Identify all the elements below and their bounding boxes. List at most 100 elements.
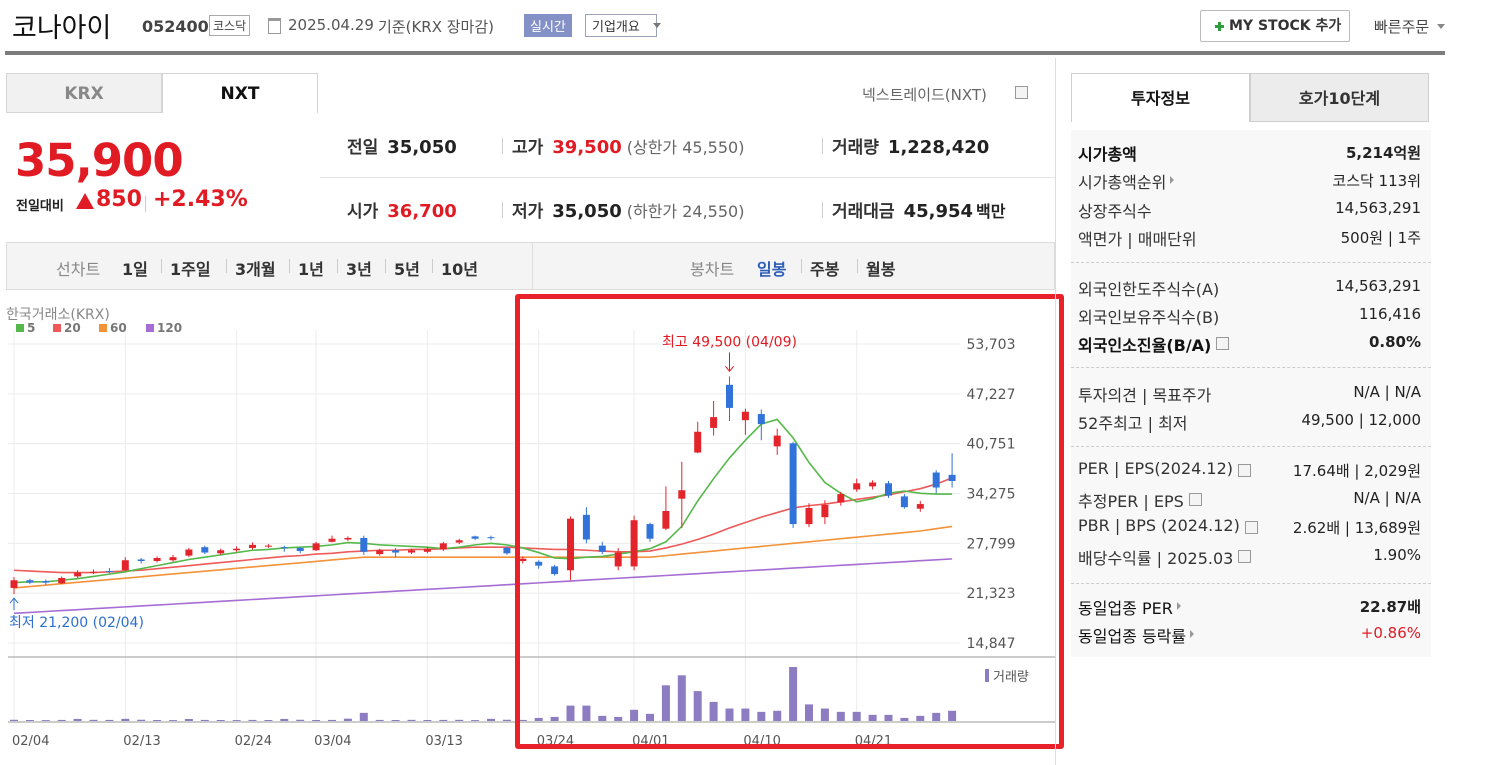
- volume-bar: [661, 685, 670, 721]
- y-tick-label: 14,847: [967, 636, 1016, 652]
- change-pct: +2.43%: [153, 187, 248, 212]
- help-icon[interactable]: [1216, 337, 1230, 350]
- volume-bar: [200, 719, 209, 721]
- current-price: 35,900: [15, 134, 184, 187]
- candle-body: [598, 545, 606, 552]
- stat-value: 39,500: [552, 137, 622, 158]
- candle-body: [487, 537, 495, 539]
- volume-bar: [868, 714, 877, 721]
- legend-swatch: [16, 324, 24, 332]
- period-tab[interactable]: 5년: [394, 260, 420, 279]
- help-icon[interactable]: [1244, 521, 1258, 534]
- period-tab[interactable]: 1년: [298, 260, 324, 279]
- header-rule: [5, 51, 1445, 55]
- volume-bar: [137, 719, 146, 721]
- info-value: N/A | N/A: [1353, 383, 1421, 401]
- moving-average-line: [13, 525, 953, 589]
- realtime-badge[interactable]: 실시간: [524, 14, 572, 37]
- stats-divider: [320, 177, 1055, 178]
- info-label: 동일업종 PER: [1078, 599, 1173, 618]
- info-value: 14,563,291: [1335, 199, 1421, 217]
- candle-body: [153, 557, 161, 562]
- change-sep: [145, 196, 146, 212]
- candle-body: [137, 559, 145, 562]
- volume-bar: [518, 719, 527, 721]
- market-badge: 코스닥: [209, 15, 251, 36]
- group-divider: [1071, 583, 1431, 584]
- candle-body: [916, 504, 924, 509]
- base-date: 2025.04.29: [288, 16, 374, 34]
- plus-icon-v: [1218, 22, 1221, 31]
- period-tab[interactable]: 월봉: [866, 260, 896, 279]
- candle-body: [376, 550, 384, 555]
- my-stock-button[interactable]: MY STOCK 추가: [1200, 10, 1350, 42]
- candle-body: [551, 566, 559, 575]
- info-value: 14,563,291: [1335, 277, 1421, 295]
- volume-bar: [709, 701, 718, 721]
- candle-body: [105, 571, 113, 573]
- candle-body: [757, 414, 765, 425]
- period-tab[interactable]: 3년: [346, 260, 372, 279]
- volume-bar: [216, 720, 225, 721]
- candle-body: [789, 443, 797, 525]
- candle-body: [805, 507, 813, 525]
- line-chart-label: 선차트: [56, 260, 101, 279]
- info-value: +0.86%: [1360, 624, 1421, 642]
- candle-body: [503, 547, 511, 554]
- invest-tab[interactable]: 투자정보: [1071, 73, 1250, 122]
- volume-bar: [41, 720, 50, 721]
- stat-label: 거래대금: [832, 202, 895, 222]
- candle-body: [280, 547, 288, 549]
- volume-bar: [343, 718, 352, 721]
- candle-body: [360, 537, 368, 552]
- x-tick-label: 03/13: [425, 734, 462, 749]
- x-tick-label: 02/24: [235, 734, 272, 749]
- x-tick-label: 03/04: [314, 734, 351, 749]
- stat-item: 거래량 1,228,420: [832, 133, 989, 158]
- volume-bar: [328, 719, 336, 721]
- price-chart: 14,847 21,323 27,799 34,275 40,751 47,227 53,7…: [6, 307, 1055, 749]
- volume-bar: [73, 718, 82, 721]
- help-icon[interactable]: [1188, 493, 1202, 506]
- candle-body: [217, 550, 225, 554]
- stat-value: 35,050: [387, 137, 457, 158]
- moving-average-line: [13, 418, 953, 584]
- high-annotation: 최고 49,500 (04/09): [662, 334, 797, 350]
- quick-order[interactable]: 빠른주문: [1374, 18, 1430, 36]
- help-icon[interactable]: [1238, 464, 1251, 477]
- candle-body: [264, 545, 272, 547]
- stat-value: 35,050: [552, 201, 622, 222]
- stock-code: 052400: [142, 17, 209, 36]
- y-tick-label: 47,227: [967, 387, 1016, 403]
- y-tick-label: 21,323: [967, 586, 1016, 602]
- market-tab[interactable]: NXT: [162, 73, 318, 113]
- candle-body: [121, 560, 129, 571]
- volume-bar: [502, 719, 511, 721]
- info-value: 500원 | 1주: [1340, 229, 1421, 247]
- candle-body: [853, 483, 861, 490]
- candle-body: [455, 540, 463, 543]
- volume-bar: [566, 705, 575, 721]
- info-label: 외국인보유주식수(B): [1078, 308, 1220, 327]
- period-tab[interactable]: 1주일: [170, 260, 211, 279]
- volume-bar: [232, 720, 241, 721]
- help-icon[interactable]: [1015, 86, 1028, 99]
- help-icon[interactable]: [1238, 550, 1252, 563]
- period-tab[interactable]: 10년: [441, 260, 478, 279]
- period-tab[interactable]: 주봉: [810, 260, 840, 279]
- candle-body: [42, 581, 50, 583]
- candle-body: [900, 496, 908, 508]
- legend-swatch: [53, 324, 61, 332]
- candle-body: [10, 580, 18, 588]
- period-tab[interactable]: 1일: [122, 260, 148, 279]
- stats-sep: [822, 138, 823, 154]
- candle-body: [185, 549, 193, 556]
- invest-tab[interactable]: 호가10단계: [1250, 73, 1429, 122]
- period-tab[interactable]: 3개월: [235, 260, 276, 279]
- candle-body: [582, 514, 590, 540]
- overview-button[interactable]: 기업개요: [585, 14, 657, 37]
- period-tab[interactable]: 일봉: [757, 260, 787, 279]
- stats-sep: [822, 202, 823, 218]
- market-tab[interactable]: KRX: [6, 73, 162, 113]
- up-triangle: [76, 193, 94, 209]
